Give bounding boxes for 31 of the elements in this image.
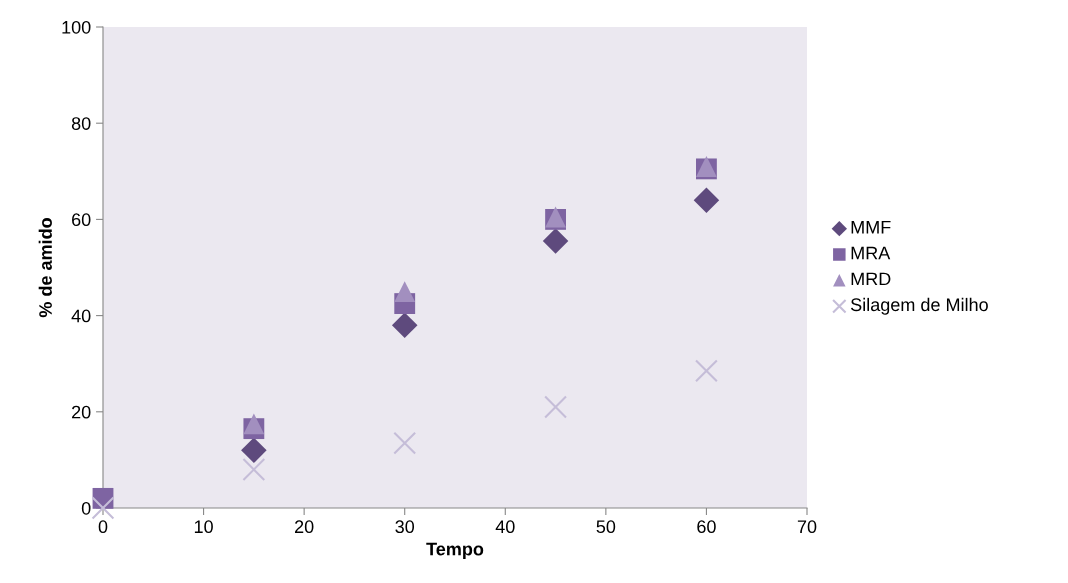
- legend-label: Silagem de Milho: [850, 297, 988, 315]
- x-tick-label: 70: [797, 520, 817, 534]
- legend-label: MMF: [851, 220, 891, 234]
- y-tick-label: 60: [72, 213, 91, 227]
- point: [241, 437, 267, 464]
- x-tick-label: 20: [295, 520, 314, 534]
- y-tick-label: 0: [81, 501, 91, 515]
- x-tick-label: 50: [596, 520, 616, 534]
- point: [394, 281, 416, 302]
- point: [91, 496, 115, 520]
- point: [693, 187, 720, 213]
- legend-label: MRD: [851, 272, 891, 286]
- y-axis-title: % de amido: [38, 218, 52, 318]
- x-tick-label: 0: [98, 520, 108, 534]
- point: [391, 312, 418, 338]
- point: [243, 413, 265, 435]
- legend-label: MRA: [851, 246, 891, 260]
- point: [542, 228, 569, 254]
- y-tick-label: 20: [72, 405, 91, 419]
- x-tick-label: 30: [395, 520, 415, 534]
- y-tick-label: 40: [71, 309, 91, 323]
- point: [242, 458, 266, 481]
- point: [393, 431, 417, 455]
- y-tick-label: 80: [71, 117, 91, 130]
- y-tick-label: 100: [62, 20, 91, 34]
- point: [544, 395, 568, 419]
- x-tick-label: 40: [495, 520, 515, 534]
- x-axis-title: Tempo: [426, 542, 484, 560]
- x-tick-label: 10: [194, 520, 213, 534]
- point: [694, 359, 718, 383]
- x-tick-label: 60: [697, 520, 716, 534]
